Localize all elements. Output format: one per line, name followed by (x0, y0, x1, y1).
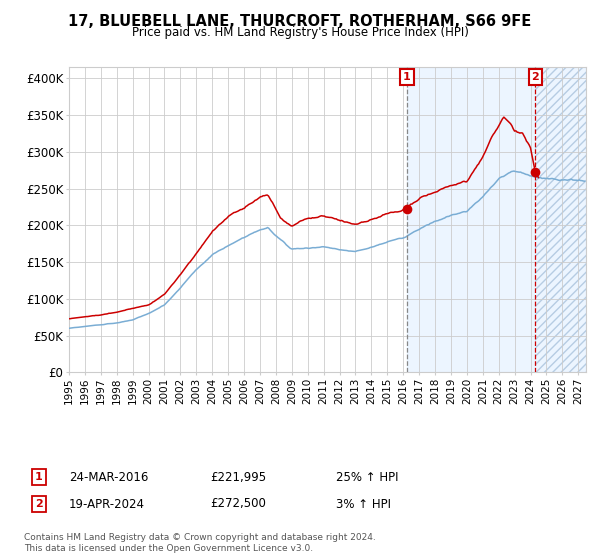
Text: Contains HM Land Registry data © Crown copyright and database right 2024.
This d: Contains HM Land Registry data © Crown c… (24, 533, 376, 553)
Bar (535, 67, 586, 372)
Bar (407, 67, 586, 372)
Text: 19-APR-2024: 19-APR-2024 (69, 497, 145, 511)
Text: £221,995: £221,995 (210, 470, 266, 484)
Text: 24-MAR-2016: 24-MAR-2016 (69, 470, 148, 484)
Text: £272,500: £272,500 (210, 497, 266, 511)
Text: 1: 1 (35, 472, 43, 482)
Text: 3% ↑ HPI: 3% ↑ HPI (336, 497, 391, 511)
Text: 2: 2 (35, 499, 43, 509)
Text: 25% ↑ HPI: 25% ↑ HPI (336, 470, 398, 484)
Text: Price paid vs. HM Land Registry's House Price Index (HPI): Price paid vs. HM Land Registry's House … (131, 26, 469, 39)
Text: 2: 2 (532, 72, 539, 82)
Text: 17, BLUEBELL LANE, THURCROFT, ROTHERHAM, S66 9FE: 17, BLUEBELL LANE, THURCROFT, ROTHERHAM,… (68, 14, 532, 29)
Text: 1: 1 (403, 72, 411, 82)
